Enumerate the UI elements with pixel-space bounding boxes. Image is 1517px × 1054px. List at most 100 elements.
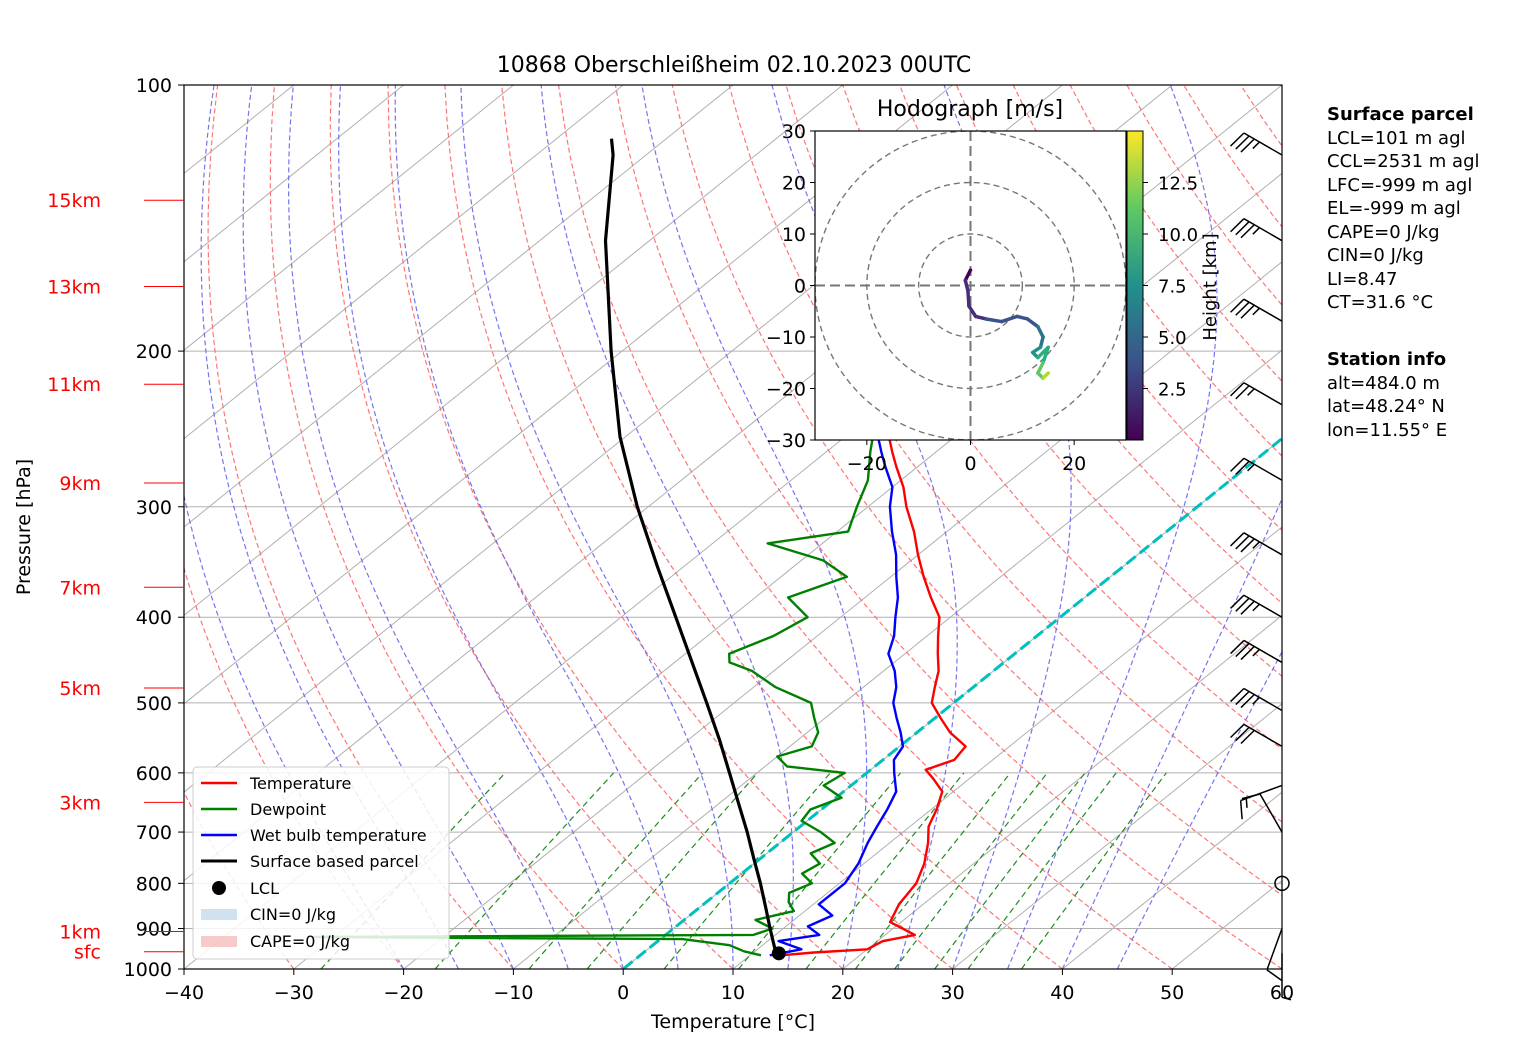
wind-barb-flag <box>1230 687 1245 703</box>
legend-cin-swatch <box>201 909 237 920</box>
hodograph-segment <box>1025 317 1040 329</box>
moist-adiabat <box>641 85 868 969</box>
x-axis-label: Temperature [°C] <box>650 1011 815 1033</box>
wind-barb-staff <box>1243 457 1283 481</box>
lcl-point <box>771 946 786 961</box>
surface-parcel-line: CCL=2531 m agl <box>1327 151 1480 172</box>
temperature-tick-label: 40 <box>1050 982 1074 1004</box>
moist-adiabat <box>287 85 569 969</box>
dry-adiabat <box>184 566 405 969</box>
legend-cape-label: CAPE=0 J/kg <box>250 932 350 951</box>
colorbar-label: Height [km] <box>1200 233 1221 340</box>
legend-lcl-marker <box>212 881 226 895</box>
wind-barb-flag <box>1241 793 1261 800</box>
wind-barb-flag <box>1235 460 1250 475</box>
moist-adiabat <box>460 85 734 969</box>
legend-parcel-label: Surface based parcel <box>250 852 419 871</box>
wind-barb-half-flag <box>1247 388 1255 396</box>
temperature-tick-label: 50 <box>1160 982 1184 1004</box>
colorbar-tick-label: 12.5 <box>1158 174 1198 195</box>
isotherm-line <box>184 85 953 705</box>
temperature-tick-label: 30 <box>941 982 965 1004</box>
pressure-tick-label: 600 <box>136 763 172 785</box>
height-label: 3km <box>59 792 101 814</box>
legend-wetbulb-label: Wet bulb temperature <box>250 826 427 845</box>
wind-barb-flag <box>1230 218 1245 233</box>
wind-barb-flag <box>1239 800 1243 820</box>
height-label: 11km <box>47 374 101 396</box>
temperature-tick-label: −20 <box>384 982 424 1004</box>
wind-barb-flag <box>1235 597 1250 612</box>
wind-barb-half-flag <box>1245 798 1248 808</box>
pressure-tick-label: 700 <box>136 822 172 844</box>
mixing-ratio-line <box>894 772 1048 969</box>
legend-dewpoint-label: Dewpoint <box>250 800 326 819</box>
mixing-ratio-line <box>934 772 1086 969</box>
pressure-tick-label: 800 <box>136 873 172 895</box>
hodograph-segment <box>1041 371 1050 380</box>
dry-adiabat <box>329 85 734 969</box>
wind-barb-staff <box>1243 532 1283 556</box>
wind-barb-half-flag <box>1252 541 1261 549</box>
wind-barb-staff <box>1266 928 1283 971</box>
hodograph-title: Hodograph [m/s] <box>877 97 1063 122</box>
station-info-line: lon=11.55° E <box>1327 419 1448 441</box>
surface-parcel-line: LCL=101 m agl <box>1327 127 1466 149</box>
mixing-ratio-line <box>967 772 1117 969</box>
surface-parcel-line: LFC=-999 m agl <box>1327 174 1473 196</box>
hodograph-segment <box>999 314 1019 324</box>
surface-parcel-line: CT=31.6 °C <box>1327 292 1434 313</box>
height-label: 15km <box>47 190 101 212</box>
wind-barb-staff <box>1243 298 1283 322</box>
wind-barb-flag <box>1266 969 1283 982</box>
hodograph-segment <box>967 304 978 319</box>
zero-degree-isotherm <box>622 436 1282 969</box>
isotherm-line <box>513 349 1282 969</box>
temperature-tick-label: 60 <box>1270 982 1294 1004</box>
colorbar-tick-label: 5.0 <box>1158 328 1187 349</box>
colorbar-tick-label: 7.5 <box>1158 277 1187 298</box>
moist-adiabat <box>200 85 460 969</box>
temperature-ticks: −40 −30 −20 −10 0 10 20 30 40 50 60 <box>164 969 1294 1004</box>
hodograph-ring <box>917 233 1024 338</box>
wind-barb-staff <box>1243 382 1283 406</box>
hodograph-x-tick-label: 20 <box>1062 453 1086 475</box>
hodograph-y-tick-label: −10 <box>766 327 806 349</box>
mixing-ratio-line <box>434 772 615 969</box>
temperature-tick-label: −40 <box>164 982 204 1004</box>
wind-barb-staff <box>1259 793 1283 833</box>
hodograph-segment <box>1015 314 1030 321</box>
wind-barb-flag <box>1230 382 1245 397</box>
wind-barb-flag <box>1235 535 1250 550</box>
mixing-ratio-line <box>663 772 831 969</box>
wind-barbs <box>1230 132 1292 1001</box>
dry-adiabat <box>558 85 1173 969</box>
legend-box <box>192 766 450 960</box>
temperature-tick-label: 20 <box>831 982 855 1004</box>
mixing-ratio-line <box>586 772 759 969</box>
mixing-ratio-line <box>320 772 506 969</box>
freezing-isotherm <box>622 436 1282 969</box>
parcel-line <box>603 138 779 956</box>
surface-parcel-line: CAPE=0 J/kg <box>1327 221 1440 243</box>
dry-adiabat <box>501 85 1063 969</box>
wind-barb-flag <box>1240 645 1255 661</box>
dry-adiabat <box>1012 85 1282 457</box>
mixing-ratio-line <box>854 772 1011 969</box>
chart-title: 10868 Oberschleißheim 02.10.2023 00UTC <box>497 53 972 78</box>
station-info-line: lat=48.24° N <box>1327 396 1445 417</box>
hodograph-y-tick-label: −30 <box>766 430 806 452</box>
wind-barb-flag <box>1235 642 1250 658</box>
height-label: 5km <box>59 678 101 700</box>
pressure-tick-label: 1000 <box>124 959 172 981</box>
wind-barb-half-flag <box>1252 227 1261 235</box>
wind-barb-flag <box>1230 594 1245 609</box>
wind-barb-staff <box>1243 218 1283 242</box>
hodograph-plot <box>815 131 1126 440</box>
colorbar-tick-label: 10.0 <box>1158 225 1198 246</box>
isotherm-line <box>842 614 1282 969</box>
height-label: 9km <box>59 473 101 495</box>
isotherm-line <box>184 85 514 351</box>
